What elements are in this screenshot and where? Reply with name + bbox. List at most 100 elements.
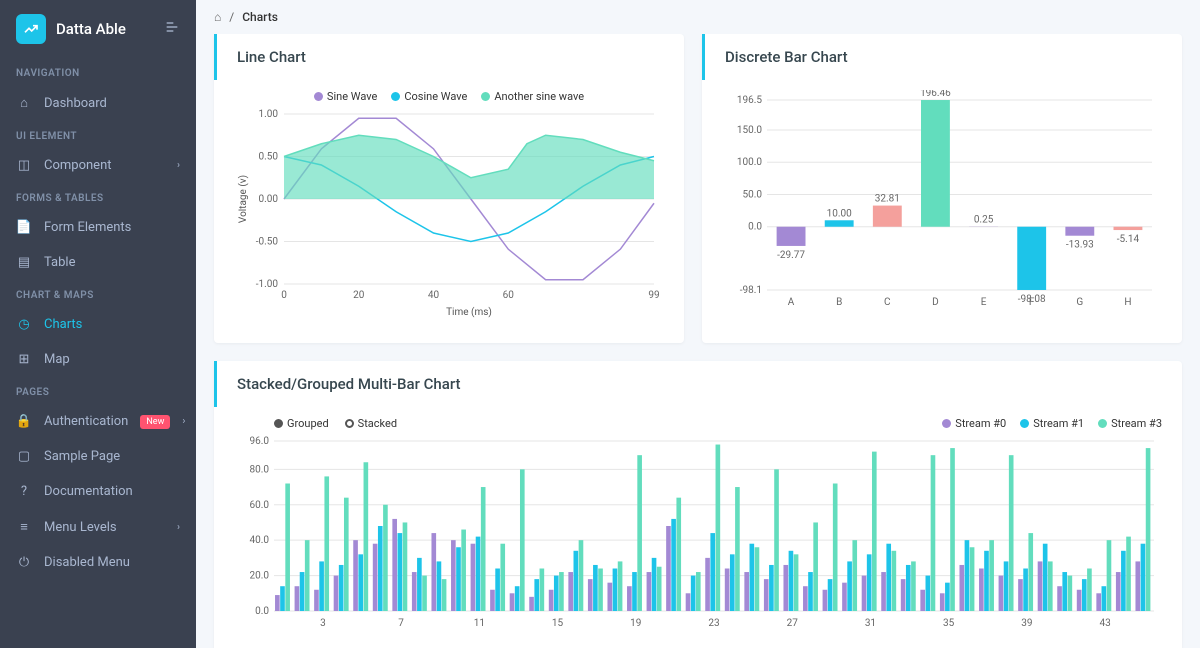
svg-text:-29.77: -29.77 <box>777 250 805 261</box>
svg-text:196.5: 196.5 <box>737 95 762 106</box>
chevron-right-icon: › <box>177 160 180 171</box>
svg-text:C: C <box>884 297 891 308</box>
bar-chart: -98.10.050.0100.0150.0196.5-29.77A10.00B… <box>722 90 1162 310</box>
brand-name: Datta Able <box>56 20 126 38</box>
svg-text:10.00: 10.00 <box>827 208 852 219</box>
line-chart-title: Line Chart <box>237 48 664 66</box>
svg-text:0: 0 <box>281 290 287 301</box>
svg-text:3: 3 <box>320 618 326 629</box>
brand[interactable]: Datta Able <box>0 0 196 58</box>
sidebar-item-label: Sample Page <box>44 449 120 464</box>
svg-text:A: A <box>788 297 795 308</box>
sidebar-item-label: Authentication <box>44 414 128 429</box>
svg-text:60: 60 <box>503 290 515 301</box>
mode-grouped[interactable]: Grouped <box>274 417 329 430</box>
svg-text:80.0: 80.0 <box>250 464 270 475</box>
home-icon[interactable]: ⌂ <box>214 10 221 24</box>
new-badge: New <box>140 415 170 429</box>
svg-text:96.0: 96.0 <box>250 436 270 447</box>
svg-text:E: E <box>981 297 987 308</box>
chevron-right-icon: › <box>182 416 185 427</box>
svg-text:40: 40 <box>428 290 440 301</box>
sample-icon: ▢ <box>16 449 32 464</box>
svg-text:H: H <box>1124 297 1131 308</box>
multibar-legend: Stream #0 Stream #1 Stream #3 <box>942 417 1162 430</box>
svg-text:20.0: 20.0 <box>250 571 270 582</box>
sidebar-item-menu-levels[interactable]: ≡Menu Levels› <box>0 509 196 545</box>
legend-item[interactable]: Cosine Wave <box>391 90 467 103</box>
legend-item[interactable]: Stream #1 <box>1020 417 1084 430</box>
svg-text:20: 20 <box>353 290 365 301</box>
svg-text:60.0: 60.0 <box>250 500 270 511</box>
nav-header: CHART & MAPS <box>0 280 196 307</box>
nav-header: FORMS & TABLES <box>0 183 196 210</box>
svg-text:G: G <box>1076 297 1083 308</box>
legend-item[interactable]: Another sine wave <box>481 90 584 103</box>
sidebar-item-label: Map <box>44 352 70 367</box>
svg-text:-0.50: -0.50 <box>256 237 279 248</box>
sidebar-item-label: Dashboard <box>44 96 107 111</box>
docs-icon: ? <box>16 484 32 499</box>
bar-chart-card: Discrete Bar Chart -98.10.050.0100.0150.… <box>702 34 1182 343</box>
svg-text:-98.1: -98.1 <box>740 285 762 296</box>
svg-text:11: 11 <box>474 618 485 629</box>
form-elements-icon: 📄 <box>16 220 32 235</box>
svg-text:0.50: 0.50 <box>259 152 279 163</box>
svg-text:-5.14: -5.14 <box>1117 234 1140 245</box>
svg-text:-13.93: -13.93 <box>1066 240 1094 251</box>
svg-text:-1.00: -1.00 <box>256 279 279 290</box>
multibar-card: Stacked/Grouped Multi-Bar Chart Grouped S… <box>214 361 1182 648</box>
svg-text:32.81: 32.81 <box>875 194 900 205</box>
legend-item[interactable]: Sine Wave <box>314 90 377 103</box>
multibar-mode-toggle[interactable]: Grouped Stacked <box>234 417 397 430</box>
sidebar-item-map[interactable]: ⊞ Map <box>0 342 196 377</box>
svg-text:23: 23 <box>708 618 719 629</box>
sidebar: Datta Able NAVIGATION ⌂ Dashboard UI ELEMEN… <box>0 0 196 648</box>
svg-text:1.00: 1.00 <box>259 109 279 120</box>
sidebar-item-charts[interactable]: ◷ Charts <box>0 307 196 342</box>
sidebar-item-docs[interactable]: ? Documentation <box>0 474 196 509</box>
line-chart-card: Line Chart Sine Wave Cosine Wave Another s… <box>214 34 684 343</box>
map-icon: ⊞ <box>16 352 32 367</box>
line-chart-legend: Sine Wave Cosine Wave Another sine wave <box>234 90 664 103</box>
sidebar-item-label: Table <box>44 255 75 270</box>
svg-text:0.0: 0.0 <box>748 222 762 233</box>
svg-text:31: 31 <box>865 618 876 629</box>
svg-text:15: 15 <box>552 618 564 629</box>
sidebar-item-label: Charts <box>44 317 82 332</box>
component-icon: ◫ <box>16 158 32 173</box>
svg-text:50.0: 50.0 <box>743 189 763 200</box>
svg-text:0.0: 0.0 <box>255 606 269 617</box>
svg-text:35: 35 <box>943 618 955 629</box>
svg-text:43: 43 <box>1099 618 1110 629</box>
sidebar-item-component[interactable]: ◫Component› <box>0 148 196 183</box>
table-icon: ▤ <box>16 255 32 270</box>
breadcrumb-page[interactable]: Charts <box>242 10 278 24</box>
nav-header: UI ELEMENT <box>0 121 196 148</box>
svg-text:99: 99 <box>648 290 659 301</box>
legend-item[interactable]: Stream #0 <box>942 417 1006 430</box>
sidebar-item-sample[interactable]: ▢ Sample Page <box>0 439 196 474</box>
multibar-title: Stacked/Grouped Multi-Bar Chart <box>237 375 1162 393</box>
svg-text:D: D <box>932 297 939 308</box>
line-chart: -1.00-0.500.000.501.00020406099Time (ms)… <box>234 109 664 319</box>
sidebar-item-table[interactable]: ▤ Table <box>0 245 196 280</box>
menu-levels-icon: ≡ <box>16 519 32 535</box>
svg-text:196.46: 196.46 <box>920 90 951 99</box>
main: ⌂ / Charts Line Chart Sine WaveCosine Wa… <box>196 0 1200 648</box>
brand-icon <box>16 14 46 44</box>
legend-item[interactable]: Stream #3 <box>1098 417 1162 430</box>
sidebar-item-label: Documentation <box>44 484 133 499</box>
charts-icon: ◷ <box>16 317 32 332</box>
bar-chart-title: Discrete Bar Chart <box>725 48 1162 66</box>
dashboard-icon: ⌂ <box>16 95 32 111</box>
sidebar-item-disabled[interactable]: ⏻Disabled Menu <box>0 545 196 580</box>
sidebar-item-auth[interactable]: 🔒AuthenticationNew› <box>0 404 196 439</box>
mode-stacked[interactable]: Stacked <box>345 417 397 430</box>
nav-header: NAVIGATION <box>0 58 196 85</box>
sidebar-item-label: Form Elements <box>44 220 131 235</box>
sidebar-toggle-icon[interactable] <box>164 19 180 39</box>
sidebar-item-dashboard[interactable]: ⌂ Dashboard <box>0 85 196 121</box>
svg-text:40.0: 40.0 <box>250 535 270 546</box>
sidebar-item-form-elements[interactable]: 📄 Form Elements <box>0 210 196 245</box>
